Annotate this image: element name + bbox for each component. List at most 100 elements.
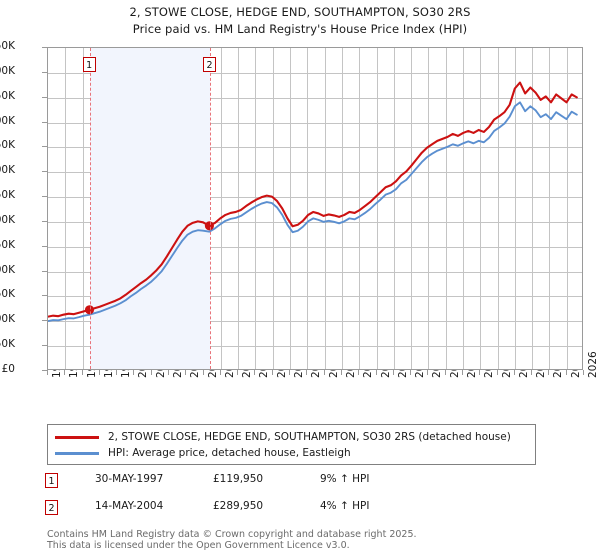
event-badge-1[interactable]: 1 (82, 57, 96, 72)
x-axis-tick (358, 370, 360, 375)
x-axis-tick (98, 370, 100, 375)
x-axis-tick (271, 370, 273, 375)
event-vertical-line (210, 48, 211, 369)
transaction-date: 30-MAY-1997 (95, 473, 164, 485)
y-axis-tick-label: £450K (0, 139, 15, 152)
y-axis-tick (42, 370, 47, 371)
x-axis-tick (496, 370, 498, 375)
transaction-index-badge: 1 (45, 473, 58, 488)
gridline-horizontal (48, 197, 582, 199)
gridline-vertical (82, 48, 84, 369)
x-axis-tick (323, 370, 325, 375)
gridline-vertical (307, 48, 309, 369)
y-axis-tick (42, 146, 47, 148)
x-axis-tick (565, 370, 567, 375)
x-axis-tick (202, 370, 204, 375)
y-axis-tick (42, 47, 47, 48)
y-axis-tick (42, 270, 47, 272)
gridline-horizontal (48, 271, 582, 273)
gridline-vertical (532, 48, 534, 369)
transaction-list: 1 30-MAY-1997 £119,950 9% ↑ HPI 2 14-MAY-2004… (45, 472, 565, 526)
page-title: 2, STOWE CLOSE, HEDGE END, SOUTHAMPTON, … (129, 5, 471, 19)
x-axis-tick (427, 370, 429, 375)
transaction-hpi-delta: 9% ↑ HPI (320, 473, 370, 485)
x-axis-tick (237, 370, 239, 375)
chart-plot-area (47, 47, 583, 370)
y-axis-tick-label: £150K (0, 288, 15, 301)
legend-row-series2: HPI: Average price, detached house, East… (48, 445, 535, 461)
gridline-horizontal (48, 296, 582, 298)
transaction-hpi-delta: 4% ↑ HPI (320, 500, 370, 512)
gridline-vertical (359, 48, 361, 369)
gridline-horizontal (48, 147, 582, 149)
gridline-horizontal (48, 221, 582, 223)
gridline-horizontal (48, 346, 582, 348)
y-axis-tick (42, 121, 47, 123)
y-axis-tick-label: £550K (0, 89, 15, 102)
y-axis-tick-label: £350K (0, 189, 15, 202)
y-axis-tick (42, 245, 47, 247)
x-axis-tick (340, 370, 342, 375)
gridline-vertical (514, 48, 516, 369)
transaction-row[interactable]: 2 14-MAY-2004 £289,950 4% ↑ HPI (45, 499, 565, 526)
y-axis-tick-label: £100K (0, 313, 15, 326)
x-axis-tick (81, 370, 83, 375)
y-axis-tick (42, 220, 47, 222)
x-axis-tick (444, 370, 446, 375)
event-badge-2[interactable]: 2 (203, 57, 216, 72)
gridline-horizontal (48, 97, 582, 99)
transaction-row[interactable]: 1 30-MAY-1997 £119,950 9% ↑ HPI (45, 472, 565, 499)
gridline-vertical (445, 48, 447, 369)
x-axis-tick (479, 370, 481, 375)
footer-attribution: Contains HM Land Registry data © Crown c… (47, 529, 587, 551)
x-axis-tick (150, 370, 152, 375)
footer-line-copyright: Contains HM Land Registry data © Crown c… (47, 529, 417, 540)
transaction-price: £119,950 (213, 473, 264, 485)
gridline-vertical (290, 48, 292, 369)
gridline-vertical (341, 48, 343, 369)
gridline-vertical (462, 48, 464, 369)
y-axis-tick (42, 96, 47, 98)
chart-title-block: 2, STOWE CLOSE, HEDGE END, SOUTHAMPTON, … (0, 4, 600, 38)
footer-line-licence: This data is licensed under the Open Gov… (47, 540, 350, 551)
transaction-index-badge: 2 (45, 500, 58, 515)
x-axis-tick-label: 2026 (587, 351, 599, 378)
y-axis-tick-label: £300K (0, 213, 15, 226)
series-lines (48, 81, 578, 323)
x-axis-tick (47, 370, 48, 375)
x-axis-tick (548, 370, 550, 375)
page-subtitle: Price paid vs. HM Land Registry's House … (132, 22, 468, 36)
gridline-vertical (376, 48, 378, 369)
y-axis-tick-label: £200K (0, 263, 15, 276)
gridline-vertical (255, 48, 257, 369)
legend-swatch-series1 (55, 435, 99, 439)
y-axis-tick (42, 295, 47, 297)
y-axis-tick (42, 345, 47, 347)
x-axis-tick (306, 370, 308, 375)
gridline-vertical (497, 48, 499, 369)
gridline-vertical (566, 48, 568, 369)
gridline-horizontal (48, 72, 582, 74)
x-axis-tick (583, 370, 584, 375)
gridline-vertical (549, 48, 551, 369)
y-axis-tick-label: £50K (0, 338, 15, 351)
gridline-vertical (65, 48, 67, 369)
y-axis-tick (42, 196, 47, 198)
x-axis-tick (133, 370, 135, 375)
sale-point-marker[interactable] (84, 305, 95, 315)
gridline-horizontal (48, 321, 582, 323)
legend-label-series2: HPI: Average price, detached house, East… (108, 447, 351, 459)
x-axis-tick (116, 370, 118, 375)
gridline-vertical (238, 48, 240, 369)
y-axis-tick-label: £650K (0, 40, 15, 52)
y-axis-tick (42, 171, 47, 173)
sale-point-marker[interactable] (204, 221, 214, 231)
gridline-horizontal (48, 122, 582, 124)
gridline-horizontal (48, 172, 582, 174)
x-axis-tick (168, 370, 170, 375)
x-axis-tick (375, 370, 377, 375)
x-axis-tick (289, 370, 291, 375)
transaction-price: £289,950 (213, 500, 264, 512)
x-axis-tick (410, 370, 412, 375)
gridline-vertical (411, 48, 413, 369)
